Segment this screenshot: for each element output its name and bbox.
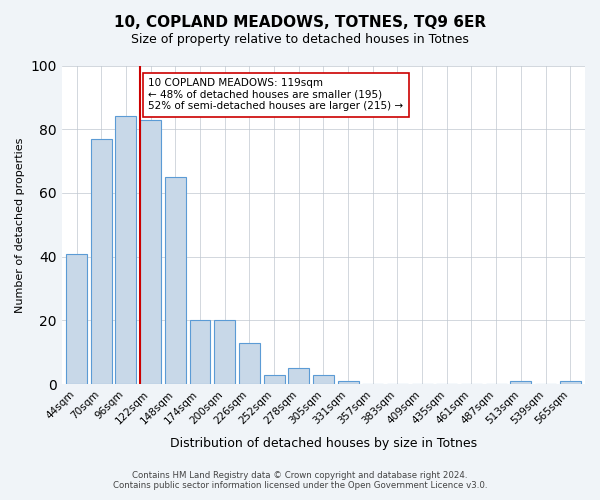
Text: 10 COPLAND MEADOWS: 119sqm
← 48% of detached houses are smaller (195)
52% of sem: 10 COPLAND MEADOWS: 119sqm ← 48% of deta… [148, 78, 403, 112]
Text: Contains HM Land Registry data © Crown copyright and database right 2024.
Contai: Contains HM Land Registry data © Crown c… [113, 470, 487, 490]
Bar [338, 381, 359, 384]
Y-axis label: Number of detached properties: Number of detached properties [15, 137, 25, 312]
Bar [91, 139, 112, 384]
Bar [313, 374, 334, 384]
X-axis label: Distribution of detached houses by size in Totnes: Distribution of detached houses by size … [170, 437, 477, 450]
Bar [190, 320, 211, 384]
Bar [560, 381, 581, 384]
Text: 10, COPLAND MEADOWS, TOTNES, TQ9 6ER: 10, COPLAND MEADOWS, TOTNES, TQ9 6ER [114, 15, 486, 30]
Bar [214, 320, 235, 384]
Bar [140, 120, 161, 384]
Bar [511, 381, 532, 384]
Bar [239, 342, 260, 384]
Bar [115, 116, 136, 384]
Bar [165, 177, 186, 384]
Text: Size of property relative to detached houses in Totnes: Size of property relative to detached ho… [131, 32, 469, 46]
Bar [66, 254, 87, 384]
Bar [263, 374, 284, 384]
Bar [288, 368, 309, 384]
